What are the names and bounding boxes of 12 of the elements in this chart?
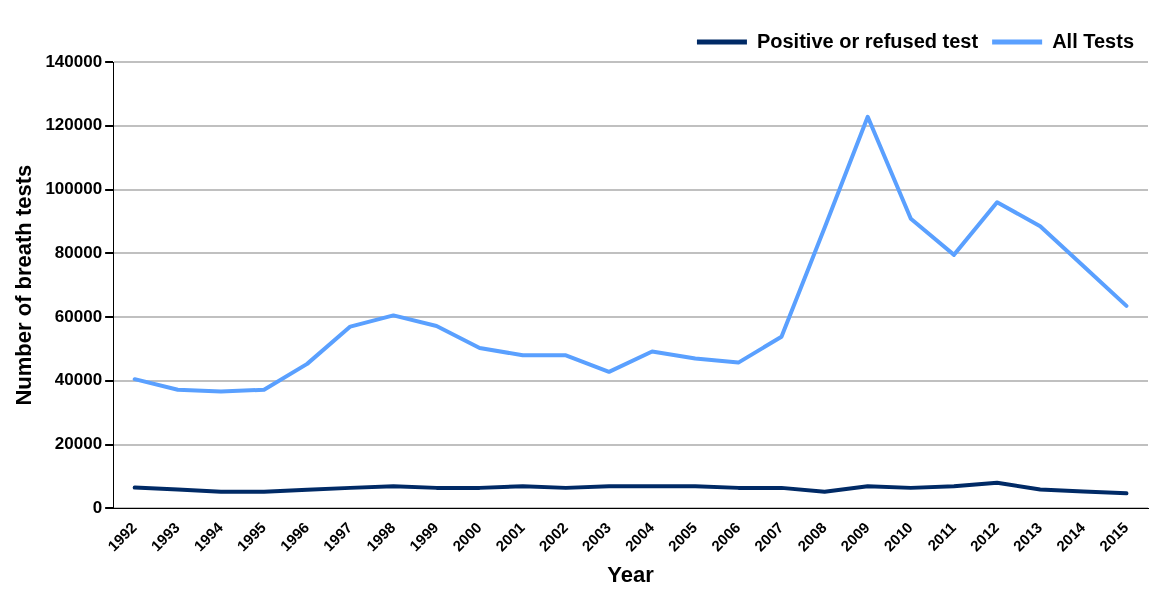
y-tick-label: 140000: [45, 51, 103, 71]
y-tick-label: 20000: [54, 434, 103, 454]
x-axis-title: Year: [607, 561, 655, 587]
legend-label: Positive or refused test: [756, 29, 979, 52]
legend-label: All Tests: [1052, 29, 1134, 52]
y-tick-label: 0: [92, 497, 103, 517]
y-tick-label: 60000: [54, 306, 103, 326]
y-tick-label: 100000: [45, 179, 103, 199]
y-tick-label: 80000: [54, 242, 103, 262]
y-axis-title: Number of breath tests: [11, 164, 37, 406]
y-tick-label: 40000: [54, 370, 103, 390]
y-tick-label: 120000: [45, 115, 103, 135]
